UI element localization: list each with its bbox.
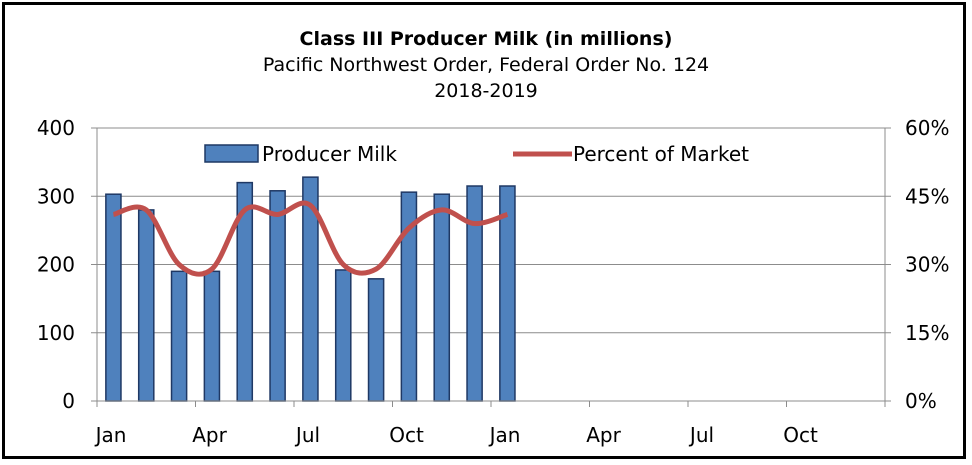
x-tick-label: Apr (192, 423, 227, 447)
y-left-tick-label: 400 (37, 116, 75, 140)
x-tick-label: Jan (488, 423, 521, 447)
x-tick-label: Jul (688, 423, 714, 447)
legend-label-producer-milk: Producer Milk (262, 142, 397, 166)
y-left-tick-label: 100 (37, 321, 75, 345)
chart-title: Class III Producer Milk (in millions) (299, 28, 673, 50)
x-tick-label: Jan (94, 423, 127, 447)
bar-series (105, 176, 516, 402)
line-percent-of-market (112, 200, 509, 277)
chart-subtitle-2: 2018-2019 (434, 80, 538, 102)
chart-title-block: Class III Producer Milk (in millions) Pa… (0, 26, 972, 104)
gridlines (97, 127, 885, 334)
y-left-tick-label: 300 (37, 184, 75, 208)
line-series (112, 200, 509, 277)
bar-producer-milk (137, 209, 155, 402)
legend-swatch-producer-milk (204, 144, 259, 163)
bar-producer-milk (203, 270, 221, 402)
legend-label-percent-of-market: Percent of Market (573, 142, 749, 166)
chart-frame (2, 2, 966, 459)
y-left-tick-label: 200 (37, 253, 75, 277)
bar-producer-milk (433, 193, 451, 402)
bar-producer-milk (170, 270, 188, 402)
y-right-tick-label: 30% (905, 253, 949, 277)
bar-producer-milk (334, 269, 352, 402)
bar-producer-milk (466, 185, 483, 402)
x-tick-label: Apr (586, 423, 621, 447)
y-right-tick-label: 0% (905, 389, 937, 413)
chart-subtitle-1: Pacific Northwest Order, Federal Order N… (262, 54, 710, 76)
x-tick-label: Oct (389, 423, 424, 447)
bar-producer-milk (105, 193, 122, 402)
y-left-tick-label: 0 (62, 389, 75, 413)
bar-producer-milk (269, 190, 286, 402)
x-tick-label: Jul (294, 423, 320, 447)
legend: Producer Milk Percent of Market (204, 142, 749, 166)
y-right-tick-label: 60% (905, 116, 949, 140)
bar-producer-milk (367, 278, 385, 402)
x-tick-label: Oct (783, 423, 818, 447)
axes: 0 100 200 300 400 0% 15% 30% 45% 60% Jan Apr Jul Oct J… (37, 116, 950, 447)
y-right-tick-label: 15% (905, 321, 949, 345)
y-right-tick-label: 45% (905, 184, 949, 208)
